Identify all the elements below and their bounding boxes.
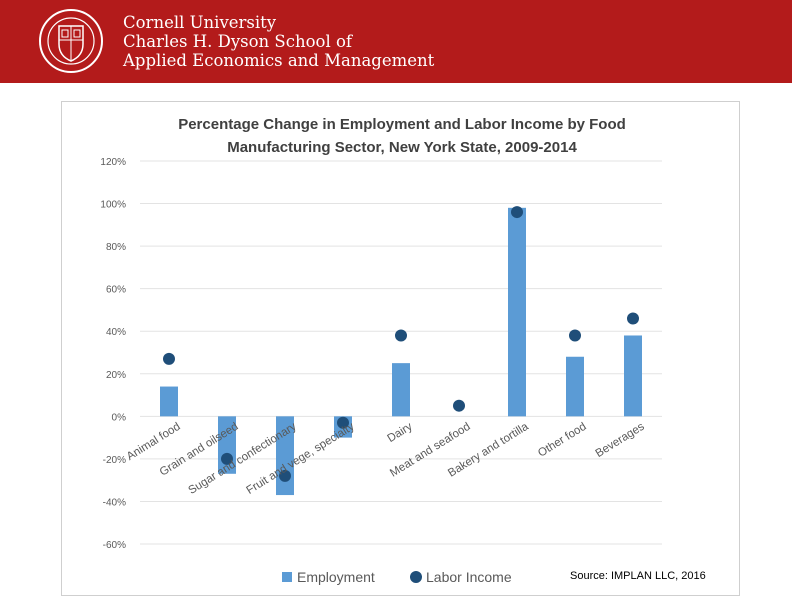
chart-title-line: Manufacturing Sector, New York State, 20… xyxy=(227,139,577,156)
header-line-1: Cornell University xyxy=(123,13,277,32)
y-tick-label: -40% xyxy=(103,497,126,508)
university-name: Cornell University Charles H. Dyson Scho… xyxy=(123,13,434,70)
y-tick-label: 20% xyxy=(106,370,126,381)
bar-employment xyxy=(566,356,584,417)
header-line-3: Applied Economics and Management xyxy=(123,51,435,70)
y-tick-label: 120% xyxy=(100,157,126,168)
chart: Percentage Change in Employment and Labo… xyxy=(100,116,662,585)
point-labor-income xyxy=(221,452,233,465)
point-labor-income xyxy=(163,352,175,365)
y-tick-label: 40% xyxy=(106,327,126,338)
legend-label-labor-income: Labor Income xyxy=(426,569,512,585)
y-tick-label: 0% xyxy=(112,412,127,423)
x-category-label: Dairy xyxy=(385,421,414,446)
y-tick-label: -60% xyxy=(103,540,126,551)
cornell-seal-icon xyxy=(39,9,103,73)
point-labor-income xyxy=(279,469,291,482)
y-tick-label: 80% xyxy=(106,242,126,253)
source-note: Source: IMPLAN LLC, 2016 xyxy=(570,570,706,582)
y-tick-label: -20% xyxy=(103,455,126,466)
x-category-label: Other food xyxy=(536,421,588,460)
point-labor-income xyxy=(337,416,349,429)
y-tick-label: 100% xyxy=(100,200,126,211)
chart-title-line: Percentage Change in Employment and Labo… xyxy=(178,116,626,133)
x-category-label: Beverages xyxy=(594,421,647,460)
x-category-label: Animal food xyxy=(125,421,183,463)
legend-swatch-labor-income xyxy=(410,571,422,583)
bar-employment xyxy=(160,386,178,417)
point-labor-income xyxy=(453,399,465,412)
point-labor-income xyxy=(511,206,523,219)
header-line-2: Charles H. Dyson School of xyxy=(123,32,353,51)
legend-label-employment: Employment xyxy=(297,569,375,585)
point-labor-income xyxy=(569,329,581,342)
legend-swatch-employment xyxy=(282,572,292,582)
chart-frame: Percentage Change in Employment and Labo… xyxy=(61,101,740,596)
header-banner: Cornell University Charles H. Dyson Scho… xyxy=(0,0,792,83)
bar-employment xyxy=(508,207,526,417)
y-tick-label: 60% xyxy=(106,285,126,296)
point-labor-income xyxy=(627,312,639,325)
point-labor-income xyxy=(395,329,407,342)
bar-employment xyxy=(392,363,410,417)
bar-employment xyxy=(624,335,642,417)
